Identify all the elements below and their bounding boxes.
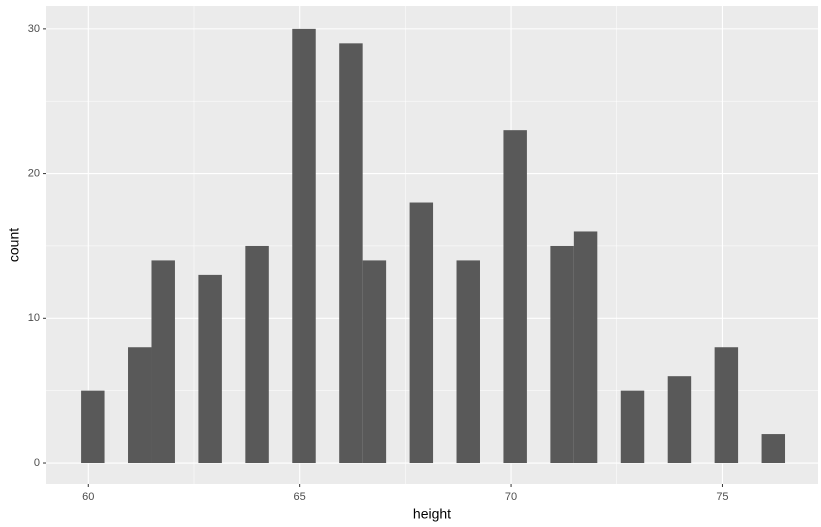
bar [81,390,105,464]
y-axis-title: count [6,228,22,262]
bar [339,43,363,464]
y-tick-label: 0 [34,457,40,469]
y-tick-label: 20 [28,167,40,179]
bar [456,260,480,464]
x-tick-label: 70 [505,491,517,503]
bar [151,260,175,464]
bar [714,347,739,464]
bar [128,347,152,464]
bar [550,245,574,464]
x-tick-label: 65 [294,491,306,503]
x-tick-label: 60 [82,491,94,503]
x-tick-label: 75 [716,491,728,503]
bar [667,376,692,464]
bar [761,434,786,464]
bar [292,28,316,464]
bar [245,245,269,464]
y-tick-label: 30 [28,23,40,35]
x-axis-title: height [413,506,451,522]
bar [409,202,434,464]
bar [573,231,598,464]
y-tick-label: 10 [28,312,40,324]
bar [362,260,387,464]
bar [620,390,645,464]
bar [198,274,222,464]
bar [503,130,527,464]
